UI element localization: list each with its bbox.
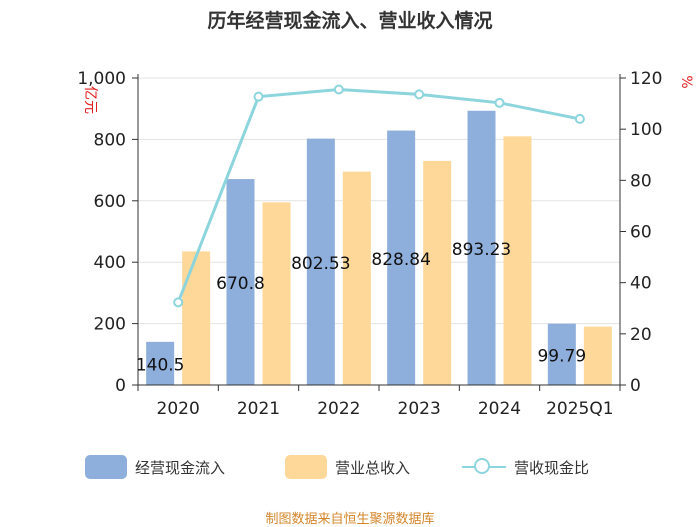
bar-total-revenue <box>262 202 291 385</box>
bar-cash-inflow <box>306 138 335 385</box>
legend-swatch-cash-inflow <box>85 455 127 479</box>
bar-cash-inflow <box>547 323 576 385</box>
legend: 经营现金流入 营业总收入 营收现金比 <box>0 452 700 482</box>
bar-layer <box>146 110 612 386</box>
legend-label-cash-inflow: 经营现金流入 <box>135 458 226 477</box>
label-layer: 140.5 670.8 802.53 828.84 893.23 99.79 <box>136 240 586 376</box>
line-layer <box>173 84 585 308</box>
point-cash-ratio <box>574 113 585 124</box>
x-tick-label: 2024 <box>478 399 521 419</box>
left-tick-label: 400 <box>94 253 126 273</box>
left-tick-label: 800 <box>94 130 126 150</box>
axis-layer: 0 200 400 600 800 1,000 0 20 40 60 80 100 120 亿元% 2020… <box>77 69 694 419</box>
data-label-cash-inflow: 828.84 <box>371 250 430 270</box>
x-tick-label: 2020 <box>157 399 200 419</box>
point-cash-ratio <box>494 97 505 108</box>
bar-total-revenue <box>342 171 371 385</box>
data-label-cash-inflow: 140.5 <box>136 355 185 375</box>
legend-label-cash-ratio: 营收现金比 <box>514 458 590 477</box>
right-tick-label: 120 <box>630 69 662 89</box>
x-tick-label: 2023 <box>398 399 441 419</box>
left-tick-label: 600 <box>94 192 126 212</box>
x-tick-label: 2025Q1 <box>546 399 613 419</box>
data-label-cash-inflow: 670.8 <box>216 274 265 294</box>
bar-total-revenue <box>423 160 452 385</box>
source-note: 制图数据来自恒生聚源数据库 <box>265 512 435 527</box>
data-label-cash-inflow: 802.53 <box>291 254 350 274</box>
point-cash-ratio <box>253 91 264 102</box>
right-tick-label: 80 <box>630 171 652 191</box>
right-axis-unit: % <box>678 75 694 88</box>
bar-total-revenue <box>182 251 211 385</box>
point-cash-ratio <box>333 84 344 95</box>
right-tick-label: 100 <box>630 120 662 140</box>
left-tick-label: 1,000 <box>77 69 126 89</box>
legend-label-total-revenue: 营业总收入 <box>335 458 411 477</box>
legend-item-cash-ratio: 营收现金比 <box>462 452 589 482</box>
data-label-cash-inflow: 893.23 <box>452 240 511 260</box>
left-axis-unit: 亿元 <box>82 86 98 114</box>
legend-item-total-revenue: 营业总收入 <box>285 452 410 482</box>
point-cash-ratio <box>173 297 184 308</box>
legend-swatch-cash-ratio <box>462 455 506 479</box>
legend-swatch-total-revenue <box>285 455 327 479</box>
line-cash-ratio <box>176 88 581 303</box>
x-tick-label: 2021 <box>237 399 280 419</box>
grid-layer <box>138 77 620 386</box>
legend-item-cash-inflow: 经营现金流入 <box>85 452 225 482</box>
bar-cash-inflow <box>226 179 255 385</box>
data-label-cash-inflow: 99.79 <box>537 346 586 366</box>
right-tick-label: 0 <box>630 376 641 396</box>
left-tick-label: 0 <box>115 376 126 396</box>
left-tick-label: 200 <box>94 315 126 335</box>
x-tick-label: 2022 <box>317 399 360 419</box>
right-tick-label: 60 <box>630 223 652 243</box>
bar-cash-inflow <box>387 130 416 385</box>
point-cash-ratio <box>414 89 425 100</box>
right-tick-label: 40 <box>630 274 652 294</box>
bar-cash-inflow <box>146 341 175 385</box>
bar-cash-inflow <box>467 110 496 386</box>
chart-title: 历年经营现金流入、营业收入情况 <box>207 10 493 32</box>
bar-total-revenue <box>503 136 532 385</box>
right-tick-label: 20 <box>630 325 652 345</box>
bar-total-revenue <box>583 326 612 385</box>
